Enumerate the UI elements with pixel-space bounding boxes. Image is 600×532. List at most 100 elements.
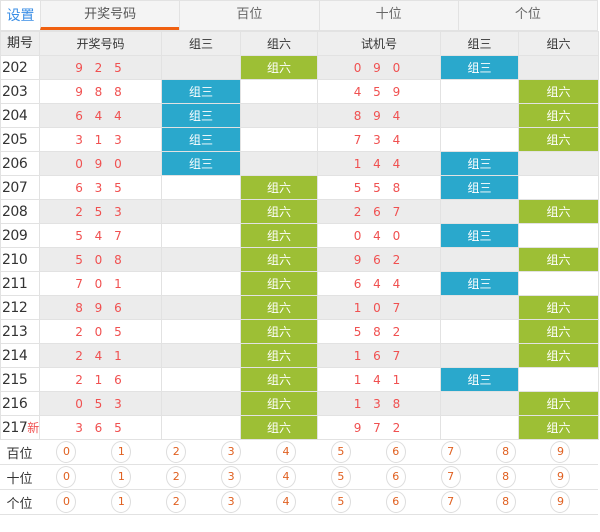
digit-ball[interactable]: 4 [276,441,296,463]
tab-tens[interactable]: 十位 [318,1,458,30]
digit-ball[interactable]: 5 [330,441,351,463]
digit-balls: 0 1 2 3 4 5 6 7 8 9 [39,441,598,463]
trial-group3 [440,199,519,224]
draw-group3: 组三 [161,151,241,176]
draw-number: 3 1 3 [39,127,162,152]
period-cell: 215 [0,367,40,392]
period-cell: 214 [0,343,40,368]
table-row: 215 2 1 6 组六 1 4 1 组三 [0,367,599,392]
draw-group6 [240,103,318,128]
digit-ball[interactable]: 4 [276,466,296,488]
period-cell: 211 [0,271,40,296]
trial-group6 [518,151,599,176]
draw-group3 [161,271,241,296]
digit-ball[interactable]: 1 [111,491,132,513]
period-number: 209 [2,227,28,244]
header-trial-group6: 组六 [518,31,599,56]
draw-group6: 组六 [240,415,318,440]
results-table: 期号 开奖号码 组三 组六 试机号 组三 组六 202 9 2 5 组六 0 9 0 组三 203 9 … [0,31,599,440]
draw-number: 9 2 5 [39,55,162,80]
period-cell: 207 [0,175,40,200]
digit-ball[interactable]: 3 [221,441,242,463]
tab-hundreds[interactable]: 百位 [179,1,318,30]
digit-ball[interactable]: 8 [495,466,516,488]
table-row: 217新 3 6 5 组六 9 7 2 组六 [0,415,599,440]
trial-group3: 组三 [440,271,519,296]
digit-ball[interactable]: 4 [276,491,296,513]
digit-ball[interactable]: 3 [221,491,242,513]
table-row: 216 0 5 3 组六 1 3 8 组六 [0,391,599,416]
draw-group6: 组六 [240,223,318,248]
table-row: 213 2 0 5 组六 5 8 2 组六 [0,319,599,344]
digit-ball[interactable]: 5 [330,466,351,488]
digit-ball[interactable]: 7 [440,491,461,513]
table-row: 202 9 2 5 组六 0 9 0 组三 [0,55,599,80]
digit-ball[interactable]: 8 [495,441,516,463]
digit-ball[interactable]: 0 [56,441,77,463]
trial-number: 0 4 0 [317,223,441,248]
header-group6: 组六 [240,31,318,56]
digit-ball[interactable]: 6 [385,466,406,488]
draw-number: 9 8 8 [39,79,162,104]
digit-ball[interactable]: 9 [550,441,571,463]
period-cell: 206 [0,151,40,176]
trial-group3 [440,79,519,104]
trial-number: 4 5 9 [317,79,441,104]
settings-link[interactable]: 设置 [1,1,40,30]
tab-units[interactable]: 个位 [457,1,597,30]
position-label: 百位 [6,446,33,462]
position-label: 十位 [6,471,33,487]
digit-ball[interactable]: 1 [111,466,132,488]
header-trial-number: 试机号 [317,31,441,56]
position-row: 百位 0 1 2 3 4 5 6 7 8 9 [0,440,598,465]
digit-ball[interactable]: 6 [385,491,406,513]
digit-ball[interactable]: 2 [166,466,187,488]
trial-number: 7 3 4 [317,127,441,152]
draw-group6: 组六 [240,319,318,344]
tab-bar: 设置 开奖号码 百位 十位 个位 [0,0,598,31]
table-row: 204 6 4 4 组三 8 9 4 组六 [0,103,599,128]
position-row: 个位 0 1 2 3 4 5 6 7 8 9 [0,490,598,515]
trial-group3 [440,247,519,272]
trial-group6 [518,271,599,296]
digit-ball[interactable]: 9 [550,491,571,513]
digit-balls: 0 1 2 3 4 5 6 7 8 9 [39,466,598,488]
trial-group3 [440,127,519,152]
draw-group6: 组六 [240,271,318,296]
period-cell: 204 [0,103,40,128]
draw-group6: 组六 [240,367,318,392]
table-row: 205 3 1 3 组三 7 3 4 组六 [0,127,599,152]
trial-number: 1 4 4 [317,151,441,176]
tab-draw-number[interactable]: 开奖号码 [40,1,180,30]
draw-number: 2 1 6 [39,367,162,392]
digit-ball[interactable]: 6 [385,441,406,463]
period-number: 208 [2,203,28,220]
digit-ball[interactable]: 0 [56,491,77,513]
digit-ball[interactable]: 7 [440,466,461,488]
period-number: 217 [2,419,28,436]
period-number: 207 [2,179,28,196]
period-cell: 203 [0,79,40,104]
trial-group6 [518,175,599,200]
table-row: 212 8 9 6 组六 1 0 7 组六 [0,295,599,320]
digit-ball[interactable]: 5 [330,491,351,513]
digit-ball[interactable]: 8 [495,491,516,513]
table-row: 206 0 9 0 组三 1 4 4 组三 [0,151,599,176]
trial-number: 9 7 2 [317,415,441,440]
digit-ball[interactable]: 3 [221,466,242,488]
digit-ball[interactable]: 2 [166,441,187,463]
period-number: 210 [2,251,28,268]
digit-ball[interactable]: 7 [440,441,461,463]
trial-number: 8 9 4 [317,103,441,128]
new-badge: 新 [27,420,39,435]
digit-ball[interactable]: 2 [166,491,187,513]
digit-ball[interactable]: 0 [56,466,77,488]
trial-group6: 组六 [518,391,599,416]
period-cell: 205 [0,127,40,152]
digit-ball[interactable]: 9 [550,466,571,488]
digit-ball[interactable]: 1 [111,441,132,463]
trial-number: 0 9 0 [317,55,441,80]
period-number: 206 [2,155,28,172]
period-cell: 202 [0,55,40,80]
draw-number: 7 0 1 [39,271,162,296]
